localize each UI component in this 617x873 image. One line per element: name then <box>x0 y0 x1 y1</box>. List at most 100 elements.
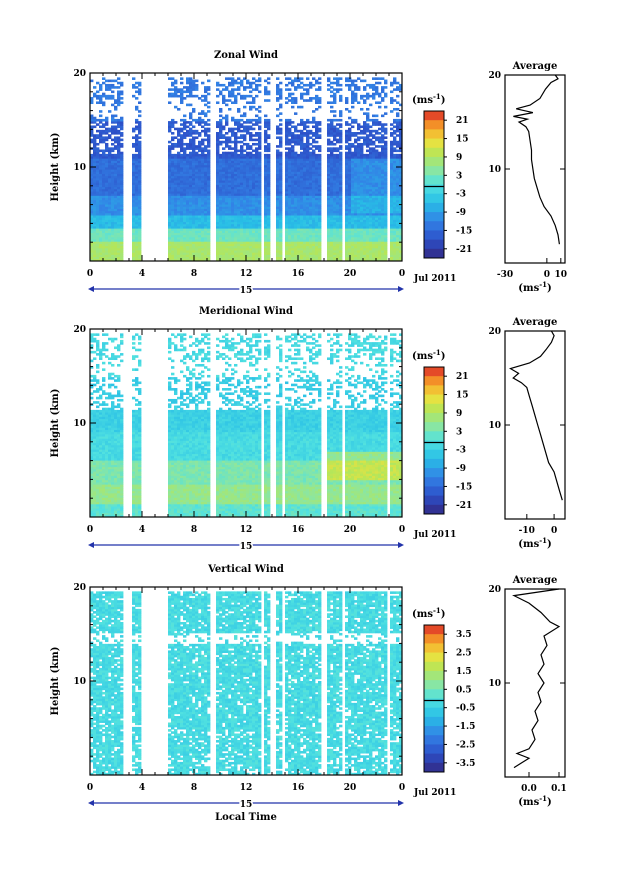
heatmap-cell <box>201 201 205 205</box>
heatmap-cell <box>90 206 94 209</box>
heatmap-cell <box>177 243 181 247</box>
heatmap-cell <box>207 140 211 144</box>
heatmap-cell <box>228 182 232 185</box>
heatmap-cell <box>177 167 181 170</box>
heatmap-cell <box>252 215 256 218</box>
heatmap-cell <box>189 134 193 137</box>
heatmap-cell <box>207 217 211 220</box>
heatmap-cell <box>294 151 298 155</box>
heatmap-cell <box>237 121 241 124</box>
heatmap-cell <box>174 215 178 218</box>
heatmap-cell <box>108 252 112 255</box>
heatmap-cell <box>114 158 118 161</box>
heatmap-cell <box>192 197 196 201</box>
heatmap-cell <box>222 208 226 212</box>
heatmap-cell <box>120 118 124 122</box>
heatmap-cell <box>237 127 241 131</box>
heatmap-cell <box>201 153 205 157</box>
heatmap-cell <box>255 138 259 142</box>
heatmap-cell <box>249 208 253 212</box>
heatmap-cell <box>102 77 106 80</box>
heatmap-cell <box>375 145 379 148</box>
heatmap-cell <box>237 234 241 238</box>
heatmap-cell <box>192 156 196 159</box>
heatmap-cell <box>138 149 142 153</box>
heatmap-cell <box>237 228 241 231</box>
heatmap-cell <box>201 234 205 238</box>
heatmap-cell <box>228 169 232 172</box>
heatmap-cell <box>183 149 187 153</box>
heatmap-cell <box>309 151 313 155</box>
heatmap-cell <box>168 195 172 199</box>
heatmap-cell <box>108 191 112 194</box>
heatmap-cell <box>234 226 238 229</box>
heatmap-cell <box>90 99 94 102</box>
heatmap-cell <box>138 151 142 155</box>
heatmap-cell <box>222 256 226 260</box>
heatmap-cell <box>222 156 226 159</box>
heatmap-cell <box>228 236 232 240</box>
heatmap-cell <box>189 116 193 120</box>
heatmap-cell <box>108 201 112 205</box>
heatmap-cell <box>183 226 187 229</box>
heatmap-cell <box>135 212 139 216</box>
heatmap-cell <box>234 223 238 227</box>
heatmap-cell <box>183 197 187 201</box>
heatmap-cell <box>228 184 232 188</box>
heatmap-cell <box>207 193 211 196</box>
heatmap-cell <box>267 153 271 157</box>
heatmap-cell <box>171 156 175 159</box>
heatmap-cell <box>93 164 97 168</box>
heatmap-cell <box>219 230 223 233</box>
heatmap-cell <box>183 121 187 124</box>
heatmap-cell <box>186 129 190 133</box>
heatmap-cell <box>246 191 250 194</box>
heatmap-cell <box>195 197 199 201</box>
heatmap-cell <box>120 245 124 249</box>
heatmap-cell <box>183 160 187 164</box>
heatmap-cell <box>177 186 181 190</box>
heatmap-cell <box>93 171 97 174</box>
heatmap-cell <box>180 90 184 94</box>
heatmap-cell <box>174 256 178 260</box>
heatmap-cell <box>171 153 175 157</box>
heatmap-cell <box>204 171 208 174</box>
heatmap-cell <box>90 234 94 238</box>
heatmap-cell <box>108 186 112 190</box>
heatmap-cell <box>240 177 244 181</box>
heatmap-cell <box>228 145 232 148</box>
heatmap-cell <box>102 180 106 183</box>
heatmap-cell <box>219 221 223 225</box>
heatmap-cell <box>240 241 244 244</box>
heatmap-cell <box>171 121 175 124</box>
heatmap-cell <box>192 228 196 231</box>
heatmap-cell <box>105 204 109 207</box>
heatmap-cell <box>120 215 124 218</box>
heatmap-cell <box>225 121 229 124</box>
heatmap-cell <box>363 153 367 157</box>
heatmap-cell <box>216 210 220 214</box>
heatmap-cell <box>252 219 256 223</box>
heatmap-cell <box>312 77 316 80</box>
heatmap-cell <box>180 180 184 183</box>
heatmap-cell <box>117 151 121 155</box>
heatmap-cell <box>135 182 139 185</box>
heatmap-cell <box>237 254 241 258</box>
heatmap-cell <box>93 140 97 144</box>
heatmap-cell <box>108 134 112 137</box>
heatmap-cell <box>111 206 115 209</box>
heatmap-cell <box>192 153 196 157</box>
heatmap-cell <box>135 186 139 190</box>
heatmap-cell <box>186 228 190 231</box>
heatmap-cell <box>117 191 121 194</box>
heatmap-cell <box>171 171 175 174</box>
heatmap-cell <box>192 158 196 161</box>
heatmap-cell <box>183 173 187 177</box>
heatmap-cell <box>96 210 100 214</box>
heatmap-cell <box>219 177 223 181</box>
heatmap-cell <box>240 236 244 240</box>
heatmap-cell <box>99 94 103 98</box>
heatmap-cell <box>168 180 172 183</box>
heatmap-cell <box>189 254 193 258</box>
heatmap-cell <box>120 191 124 194</box>
